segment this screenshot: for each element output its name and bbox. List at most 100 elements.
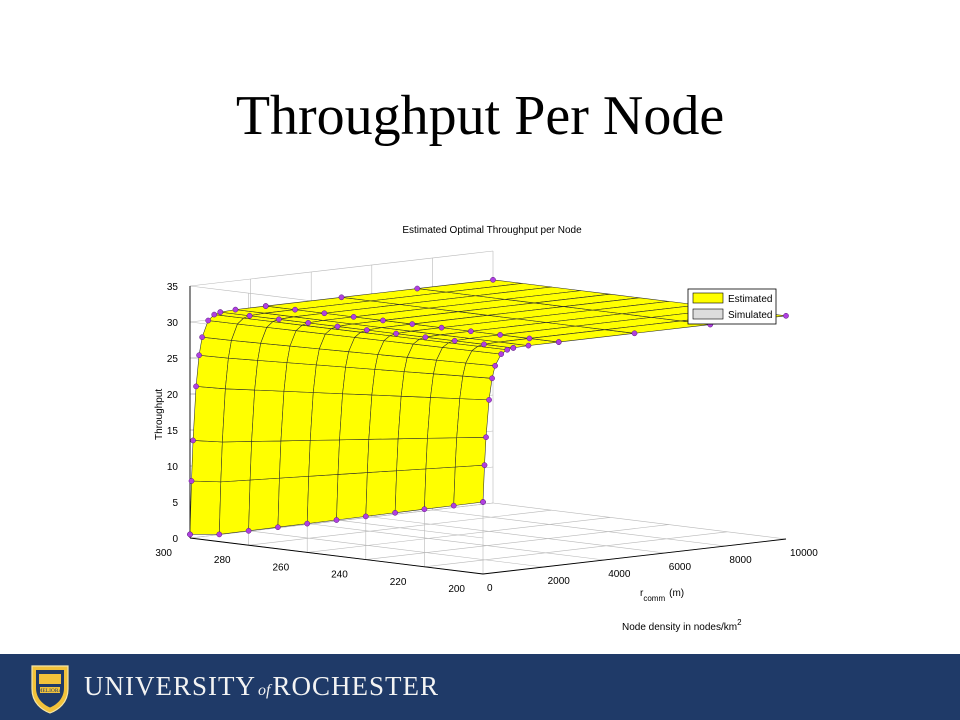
y-tick-label: 300 (155, 548, 172, 559)
surface-patch (254, 360, 288, 392)
z-tick-label: 20 (167, 390, 179, 401)
surface-patch (456, 398, 490, 439)
surface-patch (219, 479, 251, 535)
surface-patch (454, 436, 487, 468)
z-axis-label: Throughput (154, 389, 165, 440)
data-point (526, 335, 533, 342)
y-tick-label: 280 (214, 555, 231, 566)
data-point (380, 317, 386, 324)
surface-patch (228, 340, 262, 361)
data-point (468, 328, 474, 335)
shield-motto: MELIORA (37, 688, 62, 694)
surface-patch (283, 362, 317, 393)
y-tick-label: 220 (390, 577, 407, 588)
x-axis-label: rcomm (m) (640, 588, 684, 603)
surface-patch (195, 354, 229, 390)
y-axis-label-sup: 2 (737, 618, 742, 627)
data-point (350, 314, 357, 320)
data-point (262, 303, 269, 309)
floor-gridline (424, 531, 728, 568)
data-point (510, 345, 517, 351)
data-point (497, 332, 503, 338)
data-point (216, 531, 223, 538)
x-tick-label: 8000 (729, 555, 752, 566)
surface-patch (337, 439, 370, 475)
floor-gridline (248, 509, 552, 546)
surface-patch (198, 336, 232, 359)
data-point (188, 478, 195, 484)
x-tick-label: 2000 (548, 576, 571, 587)
data-point (275, 524, 281, 531)
surface-patch (280, 390, 314, 442)
floor-gridline (365, 524, 669, 560)
data-point (232, 306, 239, 313)
x-axis-label-sub: comm (643, 594, 665, 603)
data-point (199, 334, 205, 341)
surface-patch (189, 480, 222, 535)
data-point (450, 502, 457, 509)
legend-swatch-estimated (692, 292, 724, 304)
data-point (490, 276, 496, 283)
surface-patch (309, 392, 343, 441)
surface-patch (336, 472, 368, 521)
data-point (217, 309, 224, 315)
z-tick-label: 35 (167, 282, 179, 293)
x-tick-label: 10000 (790, 548, 818, 559)
surface-patch (425, 437, 458, 470)
surface-patch (277, 475, 309, 528)
data-point (305, 320, 312, 326)
legend-label-estimated: Estimated (728, 294, 772, 305)
floor-gridline (432, 509, 726, 547)
floor-gridline (371, 516, 665, 554)
z-tick-label: 25 (167, 354, 179, 365)
data-point (334, 323, 341, 330)
surface-patch (397, 395, 431, 440)
data-point (321, 310, 328, 317)
data-point (486, 397, 492, 403)
wordmark-rochester: ROCHESTER (272, 671, 439, 701)
surface-patch (342, 366, 376, 396)
data-point (783, 312, 789, 319)
data-point (392, 509, 398, 516)
chart-title: Estimated Optimal Throughput per Node (402, 225, 582, 236)
surface-mesh (189, 279, 787, 535)
data-point (492, 362, 498, 369)
surface-patch (192, 386, 226, 443)
surface-patch (251, 389, 285, 442)
data-point (422, 334, 429, 341)
tick-labels: 0 5 10 15 20 25 30 35 0 2000 4000 6000 8000 10000 300 2… (155, 282, 818, 595)
data-point (187, 531, 193, 538)
data-point (190, 437, 196, 444)
y-axis-label-main: Node density in nodes/km (622, 622, 737, 633)
data-point (193, 383, 199, 390)
surface-patch (394, 468, 427, 514)
z-tick-label: 10 (167, 462, 179, 473)
data-point (555, 339, 562, 345)
data-point (421, 506, 428, 513)
surface-patch (430, 373, 464, 399)
surface-patch (257, 342, 291, 363)
data-point (451, 337, 458, 344)
z-tick-label: 5 (172, 498, 178, 509)
x-tick-label: 4000 (608, 569, 631, 580)
z-tick-label: 15 (167, 426, 179, 437)
surface-patch (312, 364, 346, 395)
wordmark-university: UNIVERSITY (84, 671, 256, 701)
y-axis-label: Node density in nodes/km2 (622, 618, 742, 633)
data-point (362, 513, 369, 520)
y-tick-label: 240 (331, 570, 348, 581)
data-point (211, 311, 218, 318)
data-point (481, 341, 487, 348)
surface-patch (222, 388, 255, 443)
surface-patch (225, 357, 258, 391)
surface-patch (339, 393, 373, 441)
data-point (338, 294, 345, 301)
legend: Estimated Simulated (687, 288, 777, 325)
surface-patch (424, 466, 456, 510)
data-point (525, 342, 532, 349)
data-point (292, 306, 298, 313)
university-shield-logo: MELIORA (31, 665, 69, 714)
surface-patch (306, 474, 339, 524)
surface-patch (249, 440, 282, 481)
data-point (504, 346, 511, 353)
